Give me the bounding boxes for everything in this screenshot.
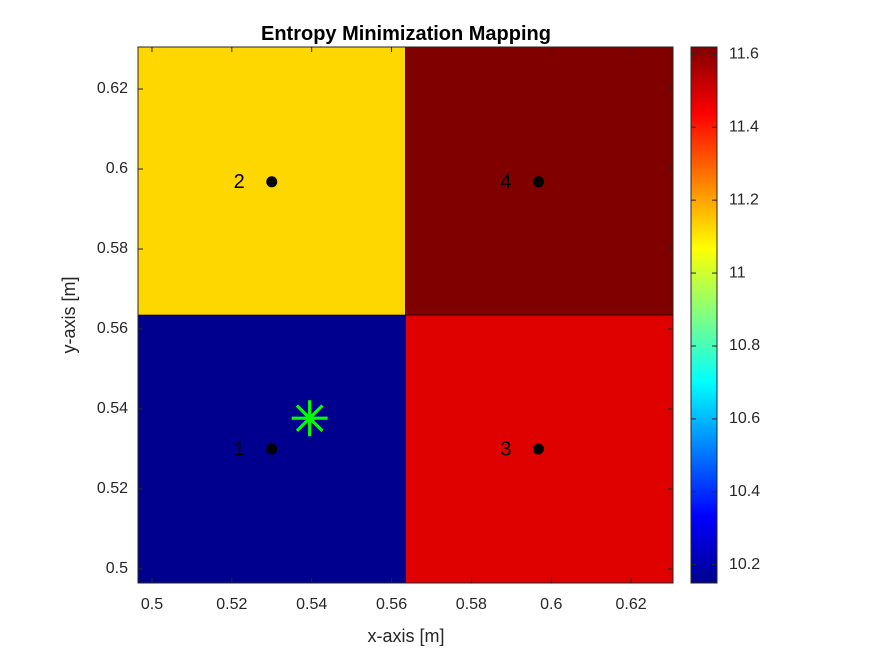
x-axis-ticks: 0.5 0.52 0.54 0.56 0.58 0.6 0.62 bbox=[141, 47, 647, 613]
y-axis-label: y-axis [m] bbox=[59, 276, 79, 353]
colorbar: 10.2 10.4 10.6 10.8 11 11.2 11.4 11.6 bbox=[690, 46, 760, 584]
y-tick-label: 0.6 bbox=[106, 160, 128, 177]
y-tick-label: 0.56 bbox=[97, 320, 128, 337]
y-tick-label: 0.54 bbox=[97, 400, 128, 417]
chart-title: Entropy Minimization Mapping bbox=[261, 23, 551, 45]
x-tick-label: 0.58 bbox=[456, 596, 487, 613]
y-tick-label: 0.5 bbox=[106, 560, 128, 577]
colorbar-tick-label: 10.6 bbox=[729, 410, 760, 427]
x-tick-label: 0.5 bbox=[141, 596, 163, 613]
colorbar-tick-label: 10.2 bbox=[729, 556, 760, 573]
colorbar-tick-label: 10.8 bbox=[729, 337, 760, 354]
colorbar-tick-label: 10.4 bbox=[729, 483, 760, 500]
y-axis-ticks: 0.5 0.52 0.54 0.56 0.58 0.6 0.62 bbox=[97, 80, 673, 577]
cell-point-2 bbox=[266, 176, 278, 188]
cell-markers: 1 2 3 4 bbox=[234, 171, 544, 460]
estimate-marker bbox=[291, 400, 328, 437]
x-tick-label: 0.52 bbox=[216, 596, 247, 613]
cell-point-4 bbox=[532, 176, 544, 188]
heatmap-cells bbox=[137, 46, 674, 584]
x-tick-label: 0.6 bbox=[540, 596, 562, 613]
colorbar-gradient bbox=[690, 46, 718, 584]
cell-point-3 bbox=[532, 443, 544, 455]
x-tick-label: 0.62 bbox=[616, 596, 647, 613]
cell-label-4: 4 bbox=[500, 171, 511, 193]
x-axis-label: x-axis [m] bbox=[367, 626, 444, 646]
colorbar-ticks: 10.2 10.4 10.6 10.8 11 11.2 11.4 11.6 bbox=[691, 46, 760, 573]
colorbar-tick-label: 11 bbox=[729, 264, 746, 281]
colorbar-tick-label: 11.2 bbox=[729, 191, 759, 208]
y-tick-label: 0.58 bbox=[97, 240, 128, 257]
cell-label-1: 1 bbox=[234, 438, 245, 460]
x-tick-label: 0.54 bbox=[296, 596, 327, 613]
y-tick-label: 0.62 bbox=[97, 80, 128, 97]
cell-label-2: 2 bbox=[234, 171, 245, 193]
plot-area-frame bbox=[137, 46, 674, 584]
cell-label-3: 3 bbox=[500, 438, 511, 460]
cell-point-1 bbox=[266, 443, 278, 455]
colorbar-tick-label: 11.4 bbox=[729, 118, 759, 135]
x-tick-label: 0.56 bbox=[376, 596, 407, 613]
y-tick-label: 0.52 bbox=[97, 480, 128, 497]
estimate-marker-stroke bbox=[295, 404, 324, 433]
colorbar-tick-label: 11.6 bbox=[729, 46, 759, 63]
